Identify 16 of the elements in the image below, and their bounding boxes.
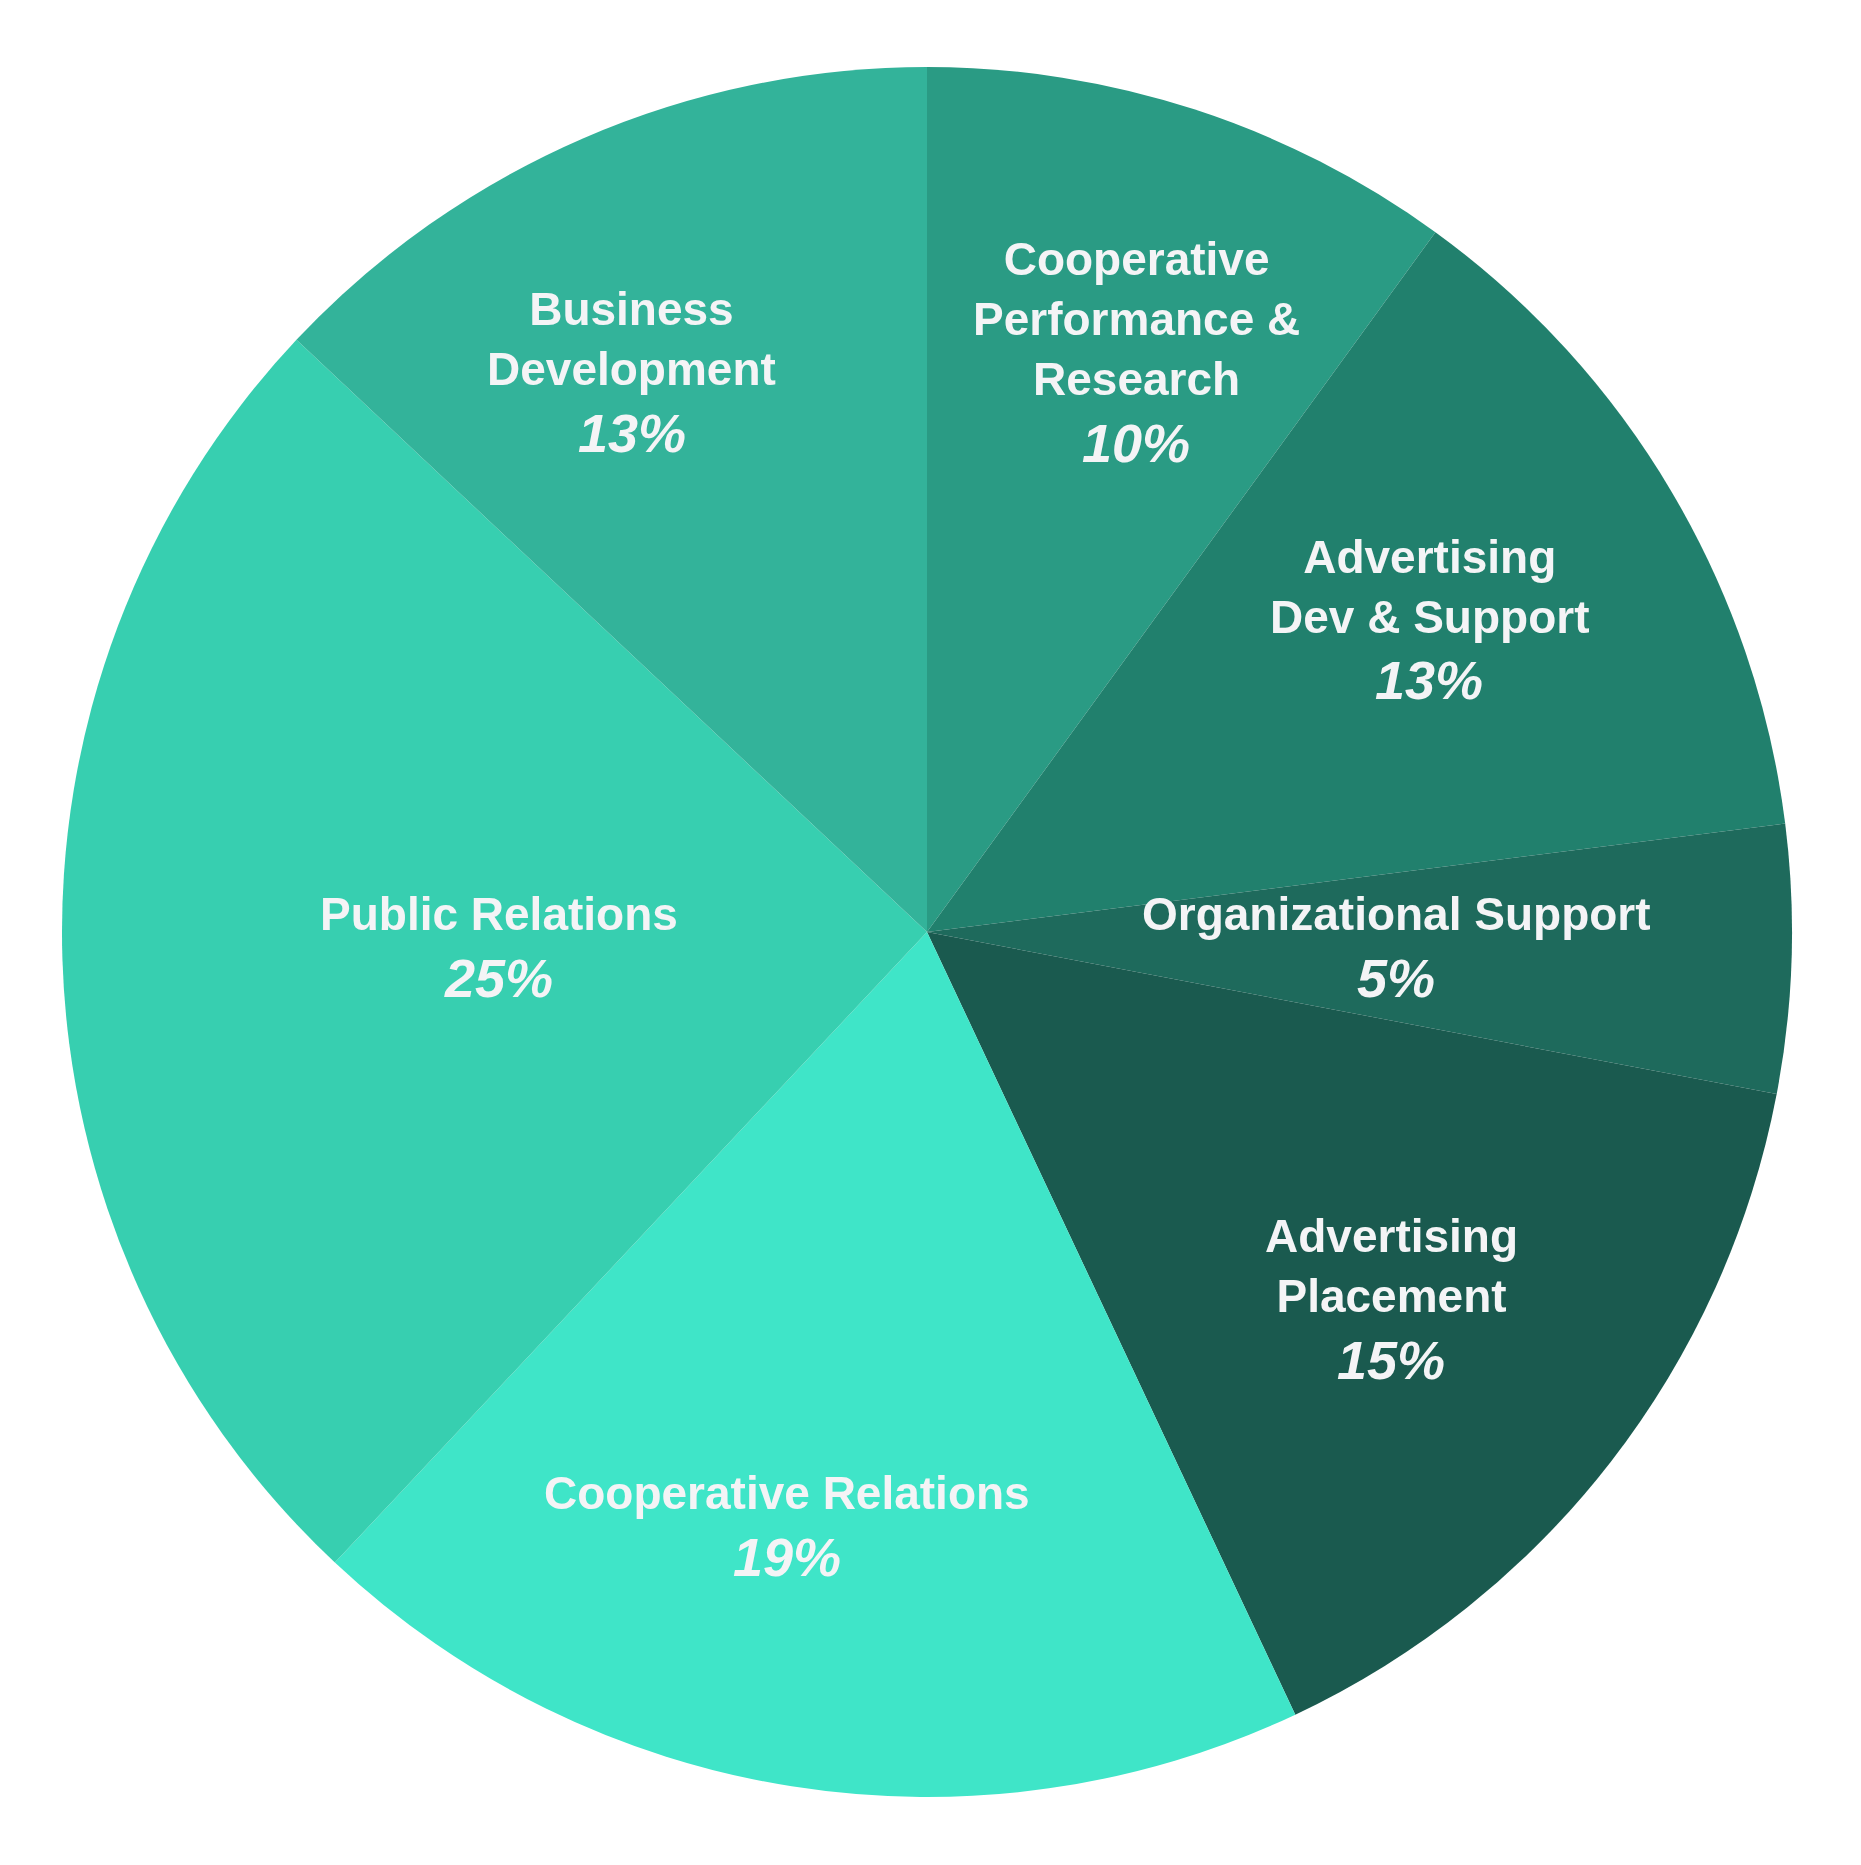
slice-label: Cooperative Performance & Research — [973, 233, 1301, 405]
pie-slice — [296, 67, 927, 932]
data-label: 13% — [1375, 650, 1484, 710]
slice-label: Advertising Dev & Support — [1270, 531, 1590, 643]
data-label: 10% — [1082, 413, 1191, 473]
data-label: 15% — [1337, 1330, 1446, 1390]
data-label: 5% — [1357, 948, 1436, 1008]
slice-label: Public Relations — [320, 888, 678, 940]
data-label: 19% — [733, 1527, 842, 1587]
pie-slice — [927, 823, 1792, 1095]
slice-label: Organizational Support — [1142, 888, 1651, 940]
slice-label: Cooperative Relations — [544, 1467, 1030, 1519]
data-label: 13% — [578, 403, 687, 463]
data-label: 25% — [444, 948, 554, 1008]
slice-label: Advertising Placement — [1265, 1210, 1519, 1322]
slice-label: Business Development — [487, 283, 776, 395]
